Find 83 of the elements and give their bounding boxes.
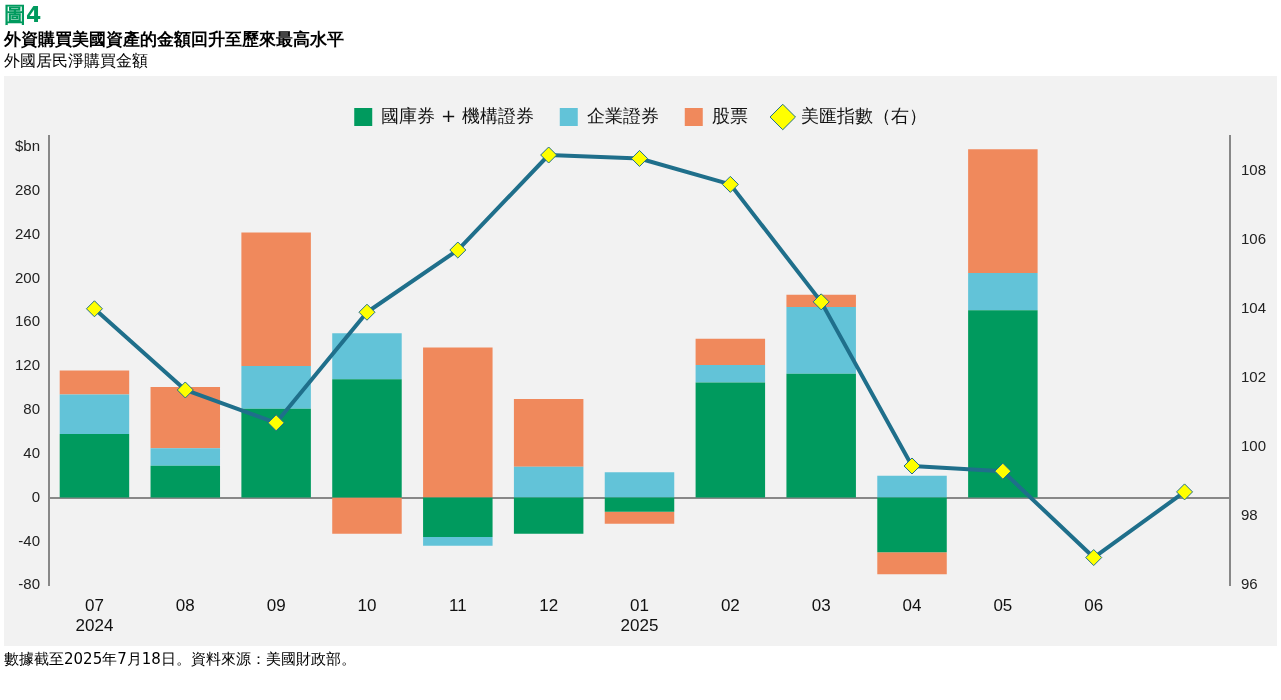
bar bbox=[150, 386, 221, 449]
x-tick-label: 10 bbox=[357, 596, 377, 616]
point bbox=[358, 303, 376, 321]
bar bbox=[332, 497, 402, 534]
x-tick-label: 03 bbox=[811, 596, 831, 616]
point bbox=[631, 149, 648, 167]
bar bbox=[513, 497, 584, 534]
x-tick-label: 05 bbox=[993, 596, 1013, 616]
y-tick-label: 240 bbox=[15, 224, 41, 242]
bar bbox=[877, 475, 947, 498]
y-tick-label: 280 bbox=[15, 180, 41, 198]
y-tick-label: 120 bbox=[15, 356, 41, 374]
y2-tick-label: 102 bbox=[1240, 368, 1266, 386]
bar bbox=[332, 333, 402, 380]
y2-tick-label: 96 bbox=[1240, 575, 1258, 593]
bar bbox=[59, 370, 130, 395]
point bbox=[176, 381, 194, 399]
point bbox=[1176, 483, 1194, 501]
y2-tick-label: 100 bbox=[1240, 437, 1266, 455]
y2-tick-label: 104 bbox=[1240, 298, 1266, 316]
x-tick-label: 12 bbox=[539, 596, 559, 616]
bar bbox=[423, 536, 493, 546]
legend-label: 美匯指數（右） bbox=[800, 104, 927, 126]
bar bbox=[150, 465, 221, 498]
point bbox=[267, 414, 285, 432]
bar bbox=[695, 338, 766, 365]
x-tick-label: 04 bbox=[902, 596, 922, 616]
bar bbox=[604, 472, 675, 498]
bar bbox=[877, 552, 947, 575]
bar bbox=[968, 149, 1038, 273]
y-tick-label: 200 bbox=[15, 268, 41, 286]
point bbox=[540, 146, 558, 164]
point bbox=[994, 462, 1012, 480]
bar bbox=[513, 466, 584, 498]
y-tick-label: -40 bbox=[18, 531, 41, 549]
bar bbox=[786, 306, 856, 374]
bar bbox=[786, 373, 856, 498]
x-tick-label: 08 bbox=[175, 596, 195, 616]
point bbox=[85, 300, 103, 318]
caption: 圖4 bbox=[4, 2, 43, 28]
bar bbox=[968, 310, 1038, 498]
bar bbox=[59, 434, 130, 498]
x-tick-label: 06 bbox=[1084, 596, 1104, 616]
y2-tick-label: 106 bbox=[1240, 229, 1266, 247]
x-tick-label: 01 2025 bbox=[620, 596, 659, 636]
legend-label: 股票 bbox=[711, 104, 748, 126]
bar bbox=[513, 398, 584, 467]
point bbox=[812, 293, 830, 311]
y-tick-label: 0 bbox=[31, 487, 41, 505]
bar bbox=[241, 232, 311, 367]
bar bbox=[423, 497, 493, 537]
point bbox=[449, 241, 467, 259]
y-tick-label: -80 bbox=[18, 575, 41, 593]
bar bbox=[968, 272, 1038, 311]
x-tick-label: 11 bbox=[448, 596, 467, 616]
bar bbox=[695, 364, 766, 383]
point bbox=[903, 457, 921, 475]
chart-title: 外資購買美國資產的金額回升至歷來最高水平 bbox=[4, 28, 345, 50]
bar bbox=[604, 497, 675, 512]
bar bbox=[241, 366, 311, 409]
legend-label: 國庫券 + 機構證券 bbox=[381, 104, 534, 126]
bar bbox=[59, 394, 130, 435]
bar bbox=[423, 347, 493, 498]
chart-subtitle: 外國居民淨購買金額 bbox=[4, 50, 149, 72]
x-tick-label: 02 bbox=[720, 596, 740, 616]
bar bbox=[332, 379, 402, 498]
bar bbox=[241, 408, 311, 498]
y-tick-label: 80 bbox=[23, 400, 41, 418]
bar bbox=[877, 497, 947, 553]
legend-label: 企業證券 bbox=[586, 104, 659, 126]
bar bbox=[695, 382, 766, 498]
x-tick-label: 07 2024 bbox=[75, 596, 114, 636]
x-tick-label: 09 bbox=[266, 596, 286, 616]
y2-tick-label: 108 bbox=[1240, 160, 1266, 178]
y2-tick-label: 98 bbox=[1240, 506, 1258, 524]
bar bbox=[604, 511, 675, 524]
y-tick-label: 160 bbox=[15, 312, 41, 330]
bar bbox=[150, 448, 221, 466]
y-tick-label: $bn bbox=[15, 137, 41, 155]
y-tick-label: 40 bbox=[23, 443, 41, 461]
text: 數據截至2025年7月18日。資料來源：美國財政部。 bbox=[4, 650, 357, 669]
point bbox=[1085, 549, 1103, 567]
point bbox=[721, 175, 739, 193]
